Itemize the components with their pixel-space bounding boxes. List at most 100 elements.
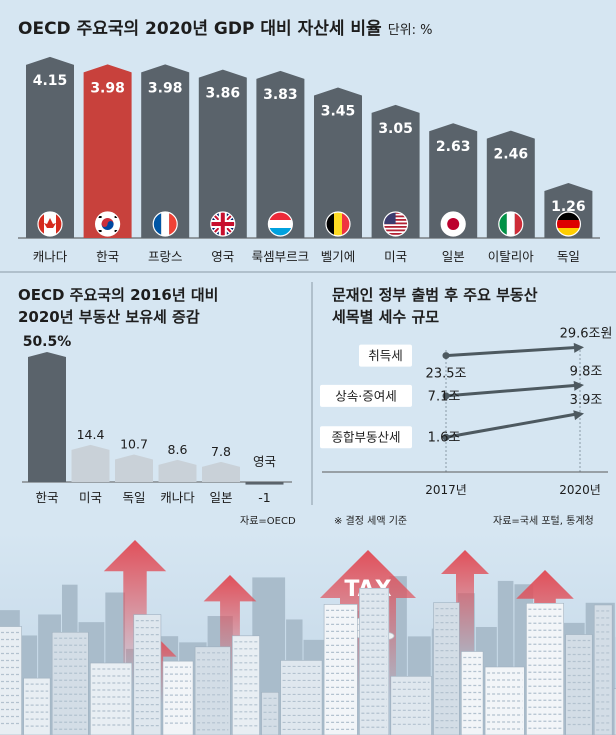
right-series-value-2020: 29.6조원 xyxy=(560,326,613,341)
right-series: 상속·증여세 7.1조 9.8조 xyxy=(320,364,602,407)
left-bar-value-label: 8.6 xyxy=(168,442,188,457)
right-series-name-box xyxy=(320,384,412,407)
top-bar-group: 2.46 이탈리아 xyxy=(486,130,535,264)
right-series-value-2017: 23.5조 xyxy=(426,367,467,382)
left-bar-group: 50.5% 한국 xyxy=(23,334,72,505)
top-bar-value-label: 3.45 xyxy=(321,103,356,119)
right-chart-title: 문재인 정부 출범 후 주요 부동산 세목별 세수 규모 xyxy=(332,284,538,328)
top-category-label: 독일 xyxy=(557,249,580,264)
left-chart-title: OECD 주요국의 2016년 대비 2020년 부동산 보유세 증감 xyxy=(18,284,218,328)
right-series-name: 종합부동산세 xyxy=(331,430,400,445)
left-bar-value-label: 7.8 xyxy=(211,444,231,459)
left-bar-value-label: 10.7 xyxy=(120,436,148,451)
right-series-line xyxy=(445,345,577,358)
top-chart-title-text: OECD 주요국의 2020년 GDP 대비 자산세 비율 xyxy=(18,19,382,39)
right-series-line xyxy=(445,383,577,398)
left-category-label: 캐나다 xyxy=(160,490,195,505)
canada-flag-icon xyxy=(38,212,62,236)
building xyxy=(613,688,616,735)
left-bar-group: 8.6 캐나다 xyxy=(158,442,197,505)
building xyxy=(51,631,89,735)
top-bar xyxy=(198,69,247,239)
top-bar xyxy=(429,123,478,238)
france-flag-icon xyxy=(153,212,178,236)
building xyxy=(323,604,358,735)
building xyxy=(133,614,162,735)
left-bar-group: 7.8 일본 xyxy=(202,444,240,505)
right-series-point xyxy=(442,392,450,400)
top-bar-group: 3.05 미국 xyxy=(371,104,420,264)
top-bar xyxy=(314,87,362,238)
top-bar-value-label: 2.63 xyxy=(436,139,471,155)
right-series-name-box xyxy=(359,344,412,367)
city-illustration: TAX xyxy=(0,530,616,735)
belgium-flag-icon xyxy=(326,212,350,236)
left-bar-value-label: 14.4 xyxy=(77,427,105,442)
top-bar xyxy=(141,64,190,238)
right-series-name: 상속·증여세 xyxy=(335,388,396,403)
top-chart-unit: 단위: % xyxy=(387,23,433,38)
left-bar xyxy=(202,461,240,482)
right-chart-title-line1: 문재인 정부 출범 후 주요 부동산 xyxy=(332,286,538,304)
right-series-arrow xyxy=(573,342,584,353)
left-bar xyxy=(71,444,110,482)
left-category-label: 일본 xyxy=(209,490,232,505)
right-series-line xyxy=(445,412,577,439)
top-bar xyxy=(371,104,420,238)
top-bar xyxy=(486,130,535,238)
top-bar-group: 3.83 룩셈부르크 xyxy=(252,70,310,264)
left-category-label: 독일 xyxy=(122,490,145,505)
top-bar xyxy=(83,64,132,238)
top-bar xyxy=(256,70,305,238)
left-bar-group: 10.7 독일 xyxy=(115,436,153,505)
germany-flag-icon xyxy=(556,212,581,236)
building xyxy=(280,660,323,735)
right-series: 종합부동산세 1.6조 3.9조 xyxy=(320,393,603,449)
top-bar-value-label: 3.83 xyxy=(263,87,298,103)
korea-flag-icon xyxy=(95,212,120,236)
right-series-point xyxy=(442,433,450,441)
left-category-label: 미국 xyxy=(79,490,102,505)
right-chart-source: 자료=국세 포털, 통계청 xyxy=(493,516,594,527)
top-bar-chart: 4.15 캐나다 3.98 한국 3.98 프랑스 3.86 영국 3.83 룩셈부르크 3.45 벨… xyxy=(18,56,600,264)
right-series-arrow xyxy=(573,410,584,421)
top-category-label: 룩셈부르크 xyxy=(252,249,310,264)
top-category-label: 일본 xyxy=(442,249,465,264)
right-chart-x-label: 2017년 xyxy=(425,483,467,497)
top-bar-group: 3.45 벨기에 xyxy=(314,87,362,264)
top-bar-value-label: 2.46 xyxy=(494,147,529,163)
left-bar xyxy=(28,352,66,482)
right-series-name: 취득세 xyxy=(368,348,403,363)
left-bar xyxy=(158,459,197,482)
top-category-label: 이탈리아 xyxy=(488,249,535,264)
up-arrow-icon xyxy=(441,550,489,670)
building xyxy=(433,602,460,735)
left-bar xyxy=(115,454,153,482)
top-bar-value-label: 3.86 xyxy=(206,86,241,102)
top-bar-group: 3.86 영국 xyxy=(198,69,247,264)
top-category-label: 캐나다 xyxy=(33,249,68,264)
top-bar-group: 4.15 캐나다 xyxy=(26,56,74,264)
top-bar-value-label: 4.15 xyxy=(33,73,68,89)
left-bar-chart: 50.5% 한국 14.4 미국 10.7 독일 8.6 캐나다 7.8 일본 영국 -1 xyxy=(22,334,292,505)
left-bar-group: 14.4 미국 xyxy=(71,427,110,505)
building xyxy=(390,676,432,735)
right-chart-x-label: 2020년 xyxy=(559,483,601,497)
right-series-name-box xyxy=(320,426,412,449)
top-bar xyxy=(26,56,74,239)
left-bar-value-label: -1 xyxy=(258,490,270,505)
right-series-value-2020: 3.9조 xyxy=(570,393,603,408)
right-chart-title-line2: 세목별 세수 규모 xyxy=(332,308,440,326)
left-chart-title-line2: 2020년 부동산 보유세 증감 xyxy=(18,308,200,326)
left-category-label: 영국 xyxy=(253,454,276,469)
top-category-label: 프랑스 xyxy=(148,249,183,264)
building xyxy=(232,635,260,735)
up-arrow-icon xyxy=(203,575,257,685)
building xyxy=(565,634,593,735)
right-series: 취득세 23.5조 29.6조원 xyxy=(359,326,613,382)
top-bar-group: 3.98 한국 xyxy=(83,64,132,264)
building xyxy=(23,677,51,735)
top-bar-value-label: 1.26 xyxy=(551,199,586,215)
